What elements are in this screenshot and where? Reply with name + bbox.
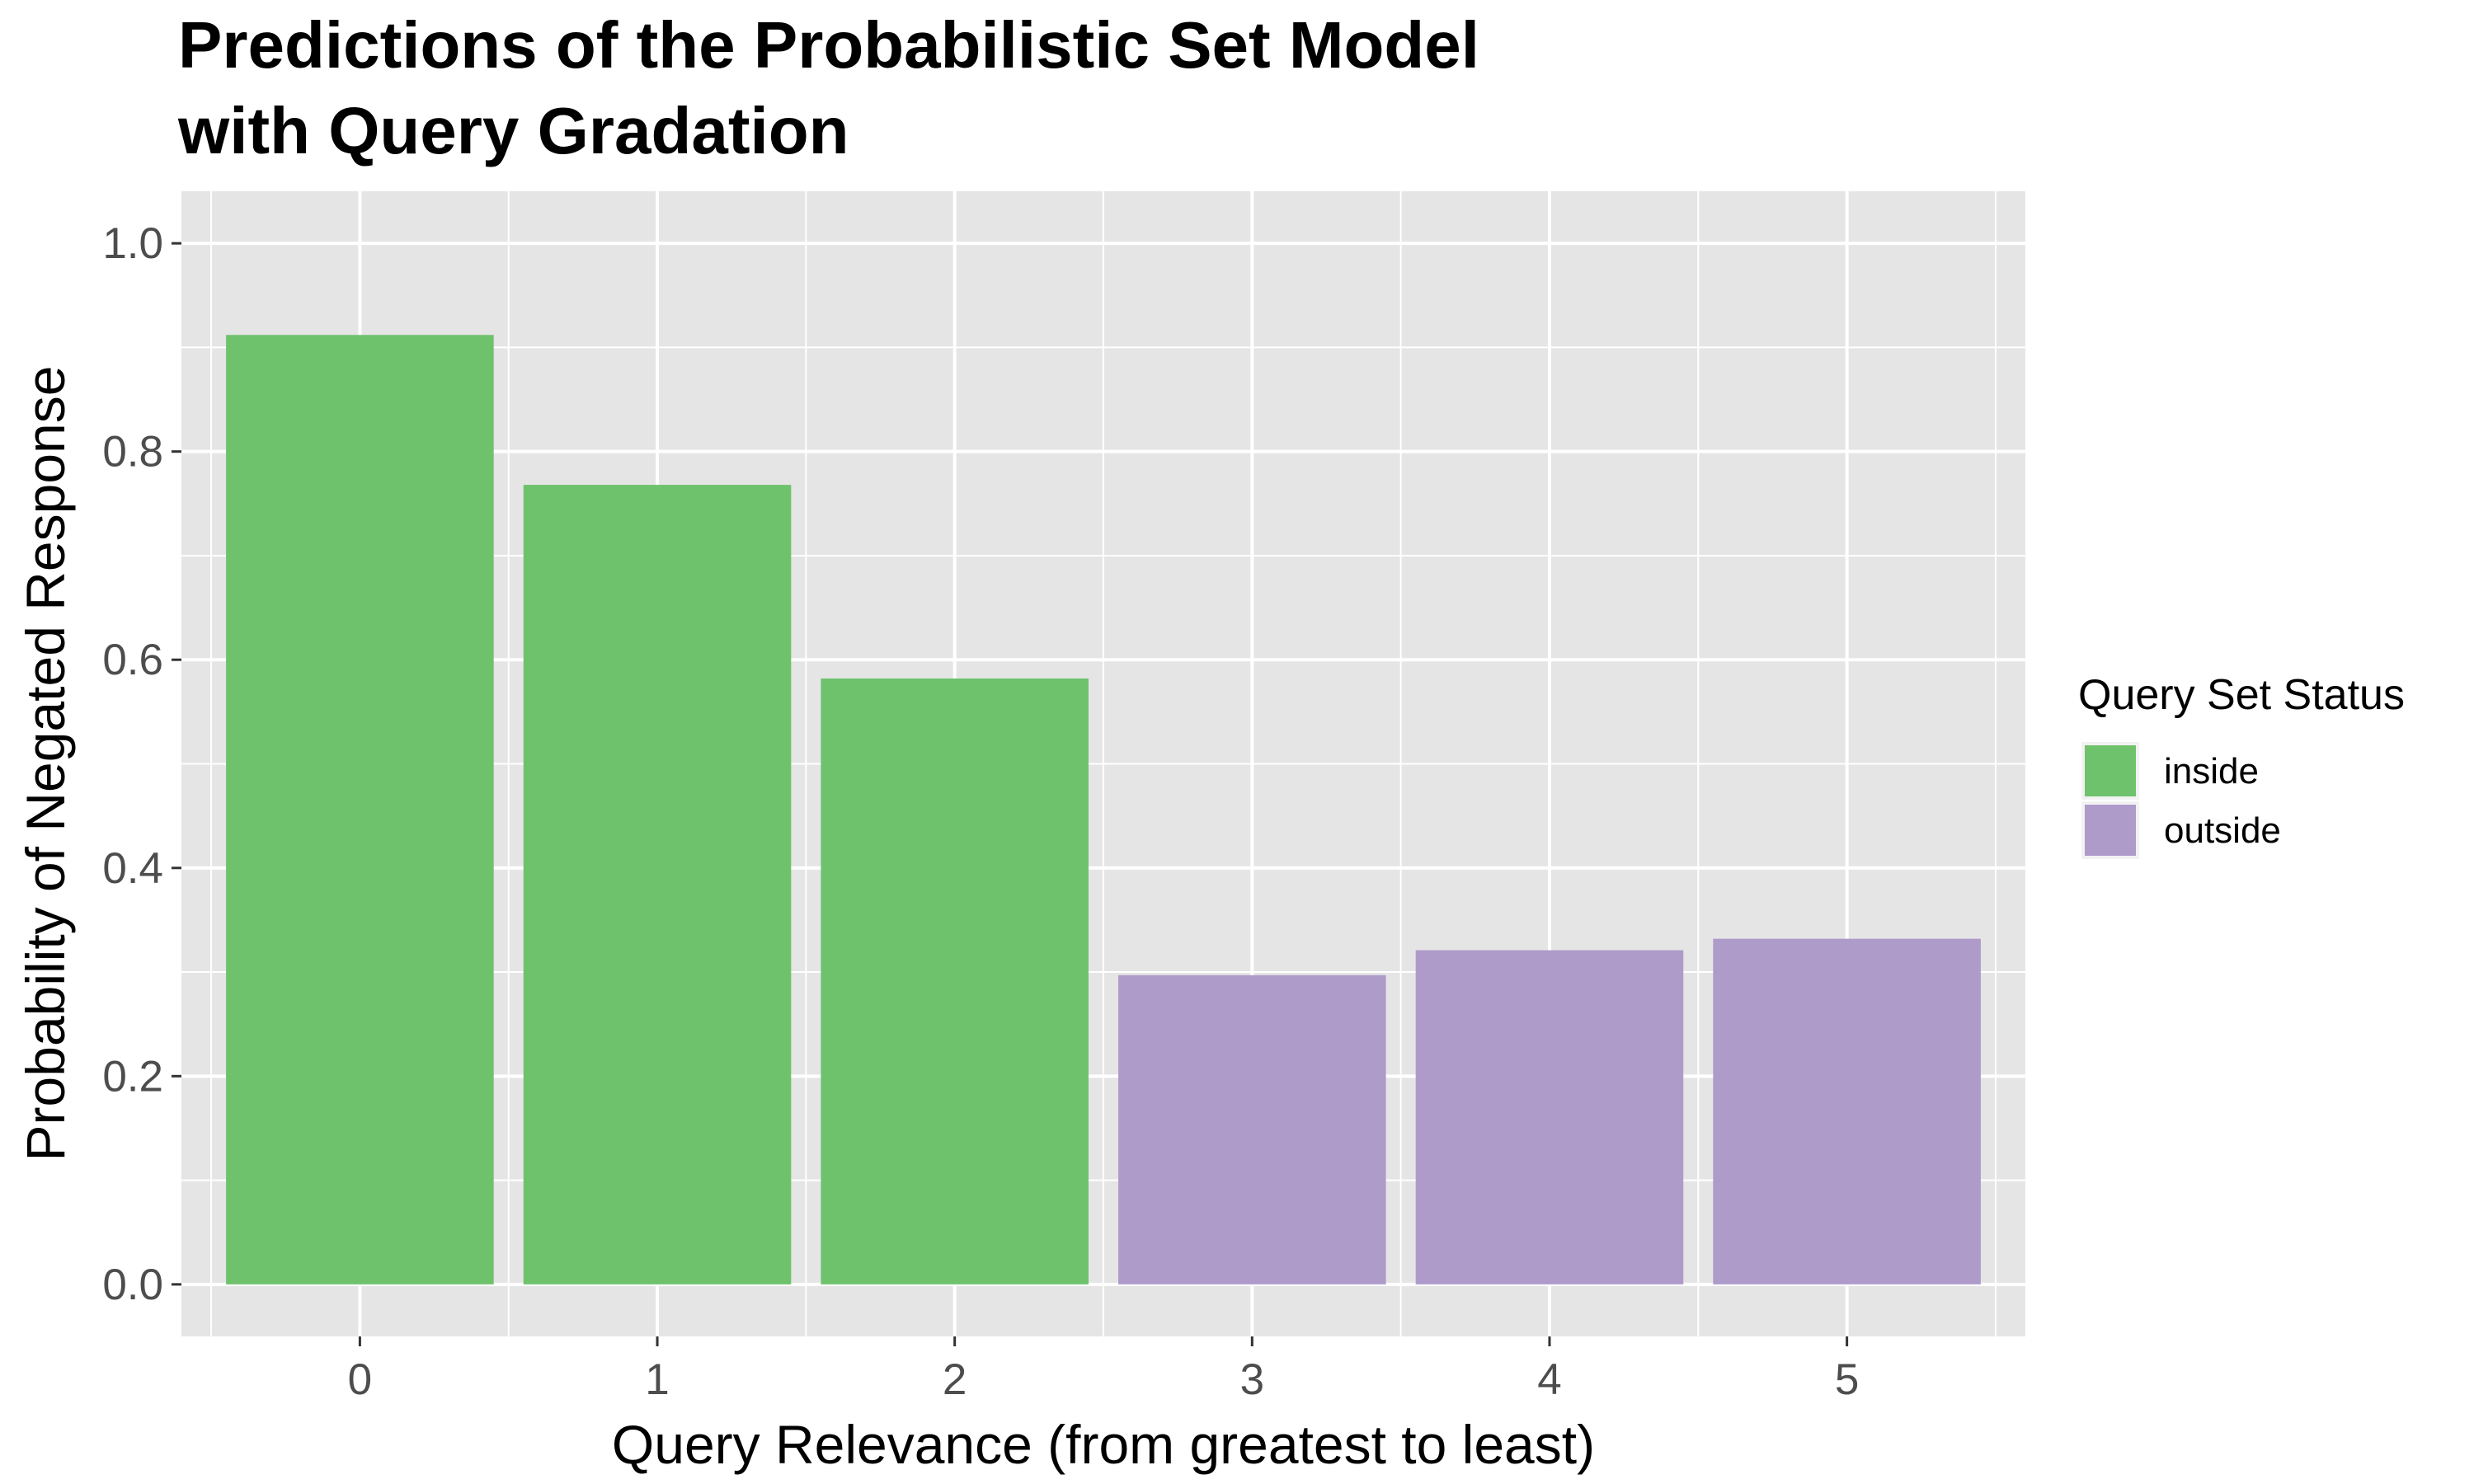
y-tick-label: 0.8 <box>102 428 163 477</box>
bars <box>226 335 1981 1284</box>
legend-label-inside: inside <box>2164 751 2259 791</box>
y-tick-label: 0.4 <box>102 844 163 893</box>
bar-0 <box>226 335 494 1284</box>
legend-entries: inside outside <box>2081 742 2281 859</box>
legend-title: Query Set Status <box>2078 671 2405 719</box>
chart-title-line-2: with Query Gradation <box>177 94 849 167</box>
legend: Query Set Status inside outside <box>2078 671 2405 859</box>
y-tick-label: 0.0 <box>102 1261 163 1309</box>
y-tick-label: 0.6 <box>102 636 163 684</box>
x-tick-label: 2 <box>943 1355 967 1404</box>
bar-1 <box>523 485 792 1284</box>
x-tick-label: 5 <box>1835 1355 1859 1404</box>
y-axis: 0.0 0.2 0.4 0.6 0.8 1.0 <box>102 219 181 1309</box>
chart-title-line-1: Predictions of the Probabilistic Set Mod… <box>178 8 1479 82</box>
x-tick-label: 1 <box>645 1355 669 1404</box>
bar-3 <box>1118 974 1386 1284</box>
x-tick-label: 4 <box>1537 1355 1561 1404</box>
y-tick-label: 1.0 <box>102 219 163 268</box>
x-tick-label: 3 <box>1240 1355 1264 1404</box>
x-tick-label: 0 <box>348 1355 372 1404</box>
x-axis: 0 1 2 3 4 5 <box>348 1336 1859 1404</box>
y-tick-label: 0.2 <box>102 1052 163 1101</box>
bar-2 <box>821 678 1089 1284</box>
bar-5 <box>1713 938 1981 1284</box>
y-axis-title: Probability of Negated Response <box>15 366 76 1162</box>
x-axis-title: Query Relevance (from greatest to least) <box>612 1414 1595 1475</box>
legend-swatch-inside <box>2085 745 2136 796</box>
legend-swatch-outside <box>2085 805 2136 856</box>
legend-label-outside: outside <box>2164 810 2281 851</box>
bar-4 <box>1415 950 1684 1284</box>
